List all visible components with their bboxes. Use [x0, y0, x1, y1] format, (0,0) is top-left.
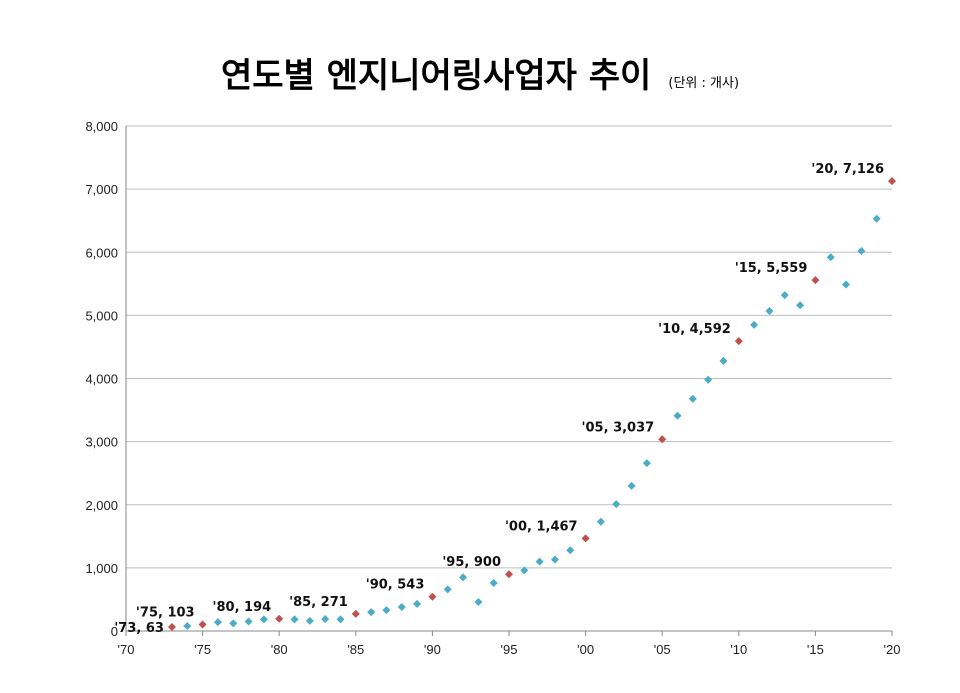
data-label: '05, 3,037	[582, 420, 655, 435]
data-point-highlight	[811, 276, 820, 285]
data-point	[413, 599, 422, 608]
data-point	[382, 606, 391, 615]
data-point	[474, 597, 483, 606]
data-label: '10, 4,592	[658, 322, 731, 337]
data-point	[535, 557, 544, 566]
y-tick-label: 4,000	[85, 372, 118, 387]
data-point	[750, 320, 759, 329]
data-point	[213, 618, 222, 627]
data-point	[872, 214, 881, 223]
y-tick-label: 0	[111, 624, 118, 639]
data-point	[796, 301, 805, 310]
data-point	[443, 585, 452, 594]
data-point	[321, 615, 330, 624]
data-label: '15, 5,559	[735, 261, 808, 276]
data-point	[336, 615, 345, 624]
y-tick-labels: 0 1,000 2,000 3,000 4,000 5,000 6,000 7,000 8,00…	[85, 119, 118, 639]
chart-title: 연도별 엔지니어링사업자 추이	[220, 56, 652, 96]
data-point-highlight	[581, 534, 590, 543]
data-point-highlight	[167, 623, 176, 632]
data-label: '85, 271	[289, 595, 348, 610]
x-tick-label: '15	[807, 642, 824, 657]
data-point-highlight	[505, 570, 513, 579]
y-tick-label: 7,000	[85, 182, 118, 197]
data-point	[397, 603, 406, 612]
x-tick-label: '20	[884, 642, 901, 657]
data-point	[780, 291, 789, 300]
data-label: '95, 900	[442, 555, 501, 570]
data-point	[826, 253, 835, 262]
y-tick-label: 1,000	[85, 561, 118, 576]
data-point-highlight	[428, 592, 437, 601]
x-tick-label: '75	[194, 642, 211, 657]
x-tick-label: '95	[501, 642, 518, 657]
data-point	[688, 394, 697, 403]
data-point	[489, 579, 498, 588]
data-label: '75, 103	[136, 605, 195, 620]
data-point	[367, 608, 376, 617]
data-point	[229, 619, 238, 628]
data-point	[550, 555, 559, 564]
data-point-highlight	[198, 620, 207, 629]
data-label: '80, 194	[213, 600, 272, 615]
data-point	[244, 617, 253, 626]
data-points	[167, 177, 896, 632]
data-point-highlight	[658, 435, 667, 444]
data-point	[719, 356, 728, 365]
x-tick-labels: '70 '75 '80 '85 '90 '95 '00 '05 '10 '15 '20	[118, 642, 901, 657]
data-label: '90, 543	[366, 578, 425, 593]
data-point	[612, 500, 621, 509]
data-point	[290, 615, 299, 624]
x-tick-label: '85	[347, 642, 364, 657]
data-point	[627, 481, 636, 490]
y-tick-label: 6,000	[85, 245, 118, 260]
axes	[125, 126, 893, 636]
x-tick-label: '10	[730, 642, 747, 657]
data-labels: '73, 63'75, 103 '80, 194 '85, 271 '90, 543 '…	[114, 162, 884, 636]
x-tick-label: '80	[271, 642, 288, 657]
data-point	[673, 411, 682, 420]
data-point	[857, 246, 866, 255]
data-point	[642, 459, 651, 468]
data-point	[704, 375, 713, 384]
data-point	[566, 546, 575, 555]
data-point	[765, 306, 774, 315]
data-point	[520, 566, 529, 575]
data-label: '73, 63	[114, 621, 164, 636]
y-tick-label: 2,000	[85, 498, 118, 513]
data-point-highlight	[351, 609, 360, 618]
gridlines	[126, 125, 892, 569]
x-tick-label: '90	[424, 642, 441, 657]
data-point	[259, 615, 268, 624]
unit-note: (단위 : 개사)	[668, 76, 740, 91]
y-tick-label: 5,000	[85, 308, 118, 323]
x-tick-label: '70	[118, 642, 135, 657]
title-row: 연도별 엔지니어링사업자 추이 (단위 : 개사)	[0, 48, 960, 97]
y-tick-label: 8,000	[85, 119, 118, 134]
data-point-highlight	[888, 177, 896, 186]
data-label: '00, 1,467	[505, 519, 578, 534]
data-point	[459, 573, 468, 582]
y-tick-label: 3,000	[85, 435, 118, 450]
data-point	[183, 621, 192, 630]
data-point	[596, 517, 605, 526]
data-point	[305, 616, 314, 625]
x-tick-label: '00	[577, 642, 594, 657]
data-point-highlight	[275, 614, 284, 623]
data-point	[842, 280, 851, 289]
x-tick-label: '05	[654, 642, 671, 657]
data-point-highlight	[734, 337, 743, 346]
data-label: '20, 7,126	[811, 162, 884, 177]
